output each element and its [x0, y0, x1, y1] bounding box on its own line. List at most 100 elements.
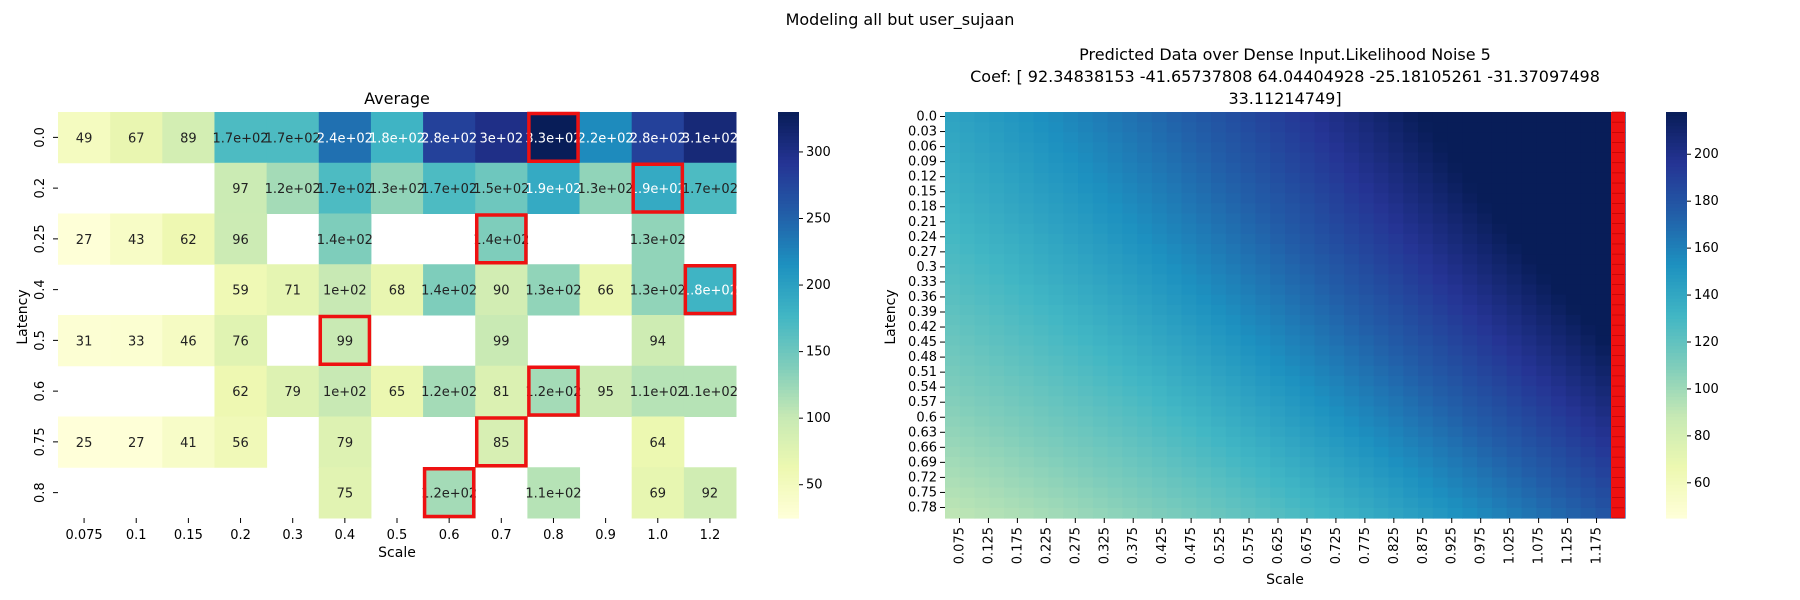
prediction-cell [1344, 467, 1360, 478]
prediction-cell [1018, 497, 1035, 509]
x-tick-label: 0.775 [1358, 527, 1373, 564]
prediction-cell [1048, 233, 1064, 245]
prediction-cell [1196, 446, 1212, 458]
colorbar-segment [1666, 213, 1687, 218]
prediction-cell [1063, 396, 1079, 407]
cell-value-label: 1.4e+02 [473, 233, 529, 248]
left-highlights [318, 111, 737, 519]
prediction-cell [1403, 457, 1419, 468]
prediction-cell [1018, 254, 1035, 265]
prediction-cell [1211, 396, 1227, 407]
cell-value-label: 27 [76, 233, 93, 248]
prediction-cell [1151, 304, 1168, 316]
prediction-cell [1004, 406, 1020, 418]
prediction-cell [1004, 274, 1020, 286]
prediction-cell [1151, 436, 1168, 448]
colorbar-segment [778, 318, 799, 323]
prediction-cell [1580, 152, 1597, 164]
prediction-cell [1314, 122, 1330, 133]
prediction-cell [1137, 304, 1153, 316]
colorbar-segment [778, 264, 799, 269]
prediction-cell [1580, 183, 1597, 194]
prediction-cell [1491, 497, 1508, 509]
colorbar-segment [1666, 331, 1687, 336]
prediction-cell [1166, 142, 1183, 154]
prediction-cell [1270, 122, 1286, 133]
prediction-cell [1033, 122, 1050, 133]
colorbar-segment [1666, 145, 1687, 150]
prediction-cell [1403, 243, 1419, 255]
prediction-cell [1033, 304, 1050, 316]
colorbar-segment [1666, 419, 1687, 424]
prediction-cell [1255, 497, 1271, 509]
prediction-cell [1181, 497, 1197, 509]
prediction-cell [1166, 132, 1183, 144]
x-tick-label: 0.425 [1155, 527, 1170, 564]
prediction-cell [1462, 497, 1478, 509]
prediction-cell [989, 507, 1005, 519]
prediction-cell [974, 132, 990, 144]
prediction-cell [1181, 172, 1197, 184]
x-tick-label: 0.675 [1300, 527, 1315, 564]
prediction-cell [1063, 416, 1079, 428]
prediction-cell [1225, 386, 1242, 397]
prediction-cell [1078, 122, 1094, 133]
prediction-cell [1462, 325, 1478, 336]
prediction-cell [1491, 172, 1508, 184]
colorbar-segment [1666, 446, 1687, 451]
prediction-cell [1092, 315, 1109, 326]
prediction-cell [1595, 132, 1611, 144]
prediction-cell [1240, 325, 1257, 336]
prediction-cell [1506, 112, 1523, 123]
prediction-cell [1211, 325, 1227, 336]
prediction-cell [1388, 416, 1404, 428]
prediction-cell [1447, 172, 1463, 184]
prediction-cell [1565, 274, 1582, 286]
prediction-cell [1565, 457, 1582, 468]
prediction-cell [1462, 193, 1478, 204]
prediction-cell [959, 172, 976, 184]
y-tick-label: 0.18 [908, 200, 937, 215]
prediction-cell [1151, 132, 1168, 144]
prediction-cell [1211, 487, 1227, 499]
prediction-cell [1565, 223, 1582, 235]
prediction-cell [1462, 112, 1478, 123]
prediction-cell [1551, 142, 1567, 154]
prediction-cell [1137, 375, 1153, 387]
prediction-cell [1432, 497, 1449, 509]
prediction-cell [1196, 345, 1212, 357]
y-tick-label: 0.24 [908, 230, 937, 245]
prediction-cell [1580, 467, 1597, 478]
prediction-cell [1181, 396, 1197, 407]
prediction-cell [1373, 436, 1390, 448]
y-tick-label: 0.6 [33, 381, 48, 402]
prediction-cell [1122, 152, 1138, 164]
prediction-cell [1418, 294, 1434, 306]
prediction-cell [1240, 396, 1257, 407]
prediction-cell [1240, 254, 1257, 265]
x-tick-label: 0.8 [543, 528, 564, 543]
prediction-cell [1004, 294, 1020, 306]
prediction-cell [1403, 162, 1419, 174]
prediction-cell [1196, 436, 1212, 448]
prediction-cell [1240, 203, 1257, 215]
colorbar-segment [1666, 413, 1687, 418]
prediction-cell [1344, 264, 1360, 275]
prediction-cell [1004, 497, 1020, 509]
left-y-axis-label: Latency [15, 289, 31, 344]
prediction-cell [1107, 386, 1123, 397]
prediction-cell [1580, 315, 1597, 326]
prediction-cell [1004, 446, 1020, 458]
prediction-cell [1506, 406, 1523, 418]
prediction-cell [1048, 477, 1064, 489]
prediction-cell [1418, 274, 1434, 286]
prediction-cell [1033, 223, 1050, 235]
prediction-cell [1225, 406, 1242, 418]
prediction-cell [1344, 122, 1360, 133]
prediction-cell [945, 416, 961, 428]
prediction-cell [1240, 172, 1257, 184]
prediction-cell [1551, 507, 1567, 519]
prediction-cell [1432, 507, 1449, 519]
prediction-cell [1403, 355, 1419, 367]
prediction-cell [1491, 487, 1508, 499]
